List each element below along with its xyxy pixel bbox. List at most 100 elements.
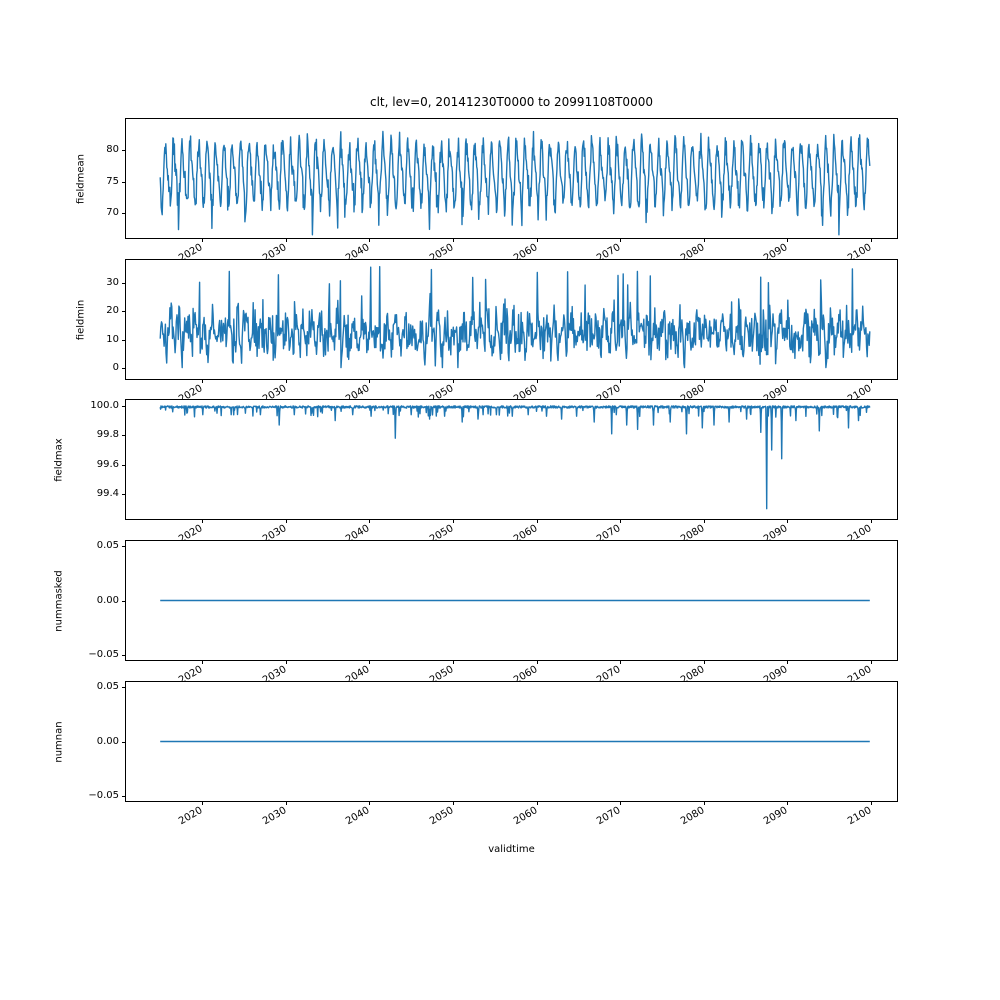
x-tick-mark xyxy=(286,801,287,805)
x-tick-label: 2020 xyxy=(176,805,205,828)
subplot-fieldmean: fieldmean 70 75 80 2020 2030 2040 2050 2060 2070 2… xyxy=(76,118,898,264)
y-tick-label: 80 xyxy=(106,144,119,155)
y-tick-mark xyxy=(122,796,126,797)
x-tick-mark xyxy=(537,660,538,664)
y-tick-label: 0.05 xyxy=(96,681,119,692)
plot-area-nummasked xyxy=(160,599,870,602)
x-tick-mark xyxy=(704,519,705,523)
x-tick-mark xyxy=(453,519,454,523)
x-tick-mark xyxy=(787,660,788,664)
x-tick-mark xyxy=(620,519,621,523)
y-tick-mark xyxy=(122,150,126,151)
x-tick-mark xyxy=(369,801,370,805)
x-tick-mark xyxy=(369,238,370,242)
subplot-fieldmax: fieldmax 99.4 99.6 99.8 100.0 2020 2030 2040 205… xyxy=(54,399,898,545)
x-tick-mark xyxy=(286,238,287,242)
x-tick-mark xyxy=(202,379,203,383)
x-tick-mark xyxy=(620,801,621,805)
x-tick-mark xyxy=(620,238,621,242)
data-line-fieldmax xyxy=(159,405,871,510)
x-tick-mark xyxy=(704,238,705,242)
x-tick-mark xyxy=(620,660,621,664)
y-tick-label: 0.00 xyxy=(96,736,119,747)
y-tick-label: −0.05 xyxy=(88,649,119,660)
y-tick-mark xyxy=(122,655,126,656)
y-tick-label: 99.8 xyxy=(96,429,119,440)
plot-area-fieldmin xyxy=(159,265,871,369)
x-tick-label: 2030 xyxy=(260,805,289,828)
plot-area-numnan xyxy=(160,740,870,743)
y-axis-label-fieldmean: fieldmean xyxy=(75,153,87,204)
x-tick-mark xyxy=(871,801,872,805)
x-tick-mark xyxy=(453,660,454,664)
y-axis-label-numnan: numnan xyxy=(53,720,65,763)
x-tick-mark xyxy=(620,379,621,383)
x-tick-mark xyxy=(369,379,370,383)
x-tick-mark xyxy=(286,379,287,383)
y-tick-label: 30 xyxy=(106,277,119,288)
y-tick-mark xyxy=(122,546,126,547)
x-tick-mark xyxy=(202,519,203,523)
x-tick-label: 2090 xyxy=(761,805,790,828)
x-tick-label: 2100 xyxy=(845,805,874,828)
x-tick-mark xyxy=(537,379,538,383)
y-tick-label: 0 xyxy=(112,362,119,373)
subplot-nummasked: nummasked −0.05 0.00 0.05 2020 2030 2040 2050 20… xyxy=(54,540,898,686)
x-tick-label: 2060 xyxy=(511,805,540,828)
y-tick-label: 75 xyxy=(106,176,119,187)
x-tick-label: 2040 xyxy=(343,805,372,828)
y-tick-label: 100.0 xyxy=(90,400,119,411)
y-tick-label: 20 xyxy=(106,305,119,316)
y-tick-mark xyxy=(122,687,126,688)
data-line-fieldmin xyxy=(159,265,871,369)
x-tick-mark xyxy=(704,801,705,805)
x-tick-mark xyxy=(537,801,538,805)
y-axis-label-nummasked: nummasked xyxy=(53,569,65,632)
x-tick-label: 2070 xyxy=(594,805,623,828)
x-tick-mark xyxy=(286,519,287,523)
y-tick-mark xyxy=(122,601,126,602)
x-tick-mark xyxy=(871,379,872,383)
subplot-fieldmin: fieldmin 0 10 20 30 2020 2030 2040 2050 2060 2070 2… xyxy=(76,259,898,405)
y-tick-mark xyxy=(122,406,126,407)
x-tick-mark xyxy=(202,660,203,664)
x-tick-mark xyxy=(453,801,454,805)
y-tick-label: 10 xyxy=(106,334,119,345)
x-tick-mark xyxy=(369,660,370,664)
y-tick-label: −0.05 xyxy=(88,790,119,801)
x-tick-mark xyxy=(286,660,287,664)
x-tick-mark xyxy=(453,379,454,383)
y-axis-label-fieldmax: fieldmax xyxy=(53,437,65,482)
y-tick-label: 99.6 xyxy=(96,459,119,470)
x-tick-mark xyxy=(537,238,538,242)
x-tick-mark xyxy=(787,519,788,523)
y-tick-label: 70 xyxy=(106,207,119,218)
x-tick-mark xyxy=(871,238,872,242)
x-tick-label: 2050 xyxy=(427,805,456,828)
x-tick-mark xyxy=(787,238,788,242)
x-tick-mark xyxy=(453,238,454,242)
y-tick-label: 99.4 xyxy=(96,488,119,499)
x-tick-mark xyxy=(787,801,788,805)
x-tick-mark xyxy=(704,660,705,664)
x-tick-mark xyxy=(202,238,203,242)
y-tick-mark xyxy=(122,742,126,743)
plot-area-fieldmax xyxy=(159,405,871,510)
y-tick-mark xyxy=(122,213,126,214)
x-tick-mark xyxy=(871,519,872,523)
x-tick-mark xyxy=(202,801,203,805)
x-tick-mark xyxy=(871,660,872,664)
y-tick-mark xyxy=(122,182,126,183)
y-tick-mark xyxy=(122,465,126,466)
y-tick-mark xyxy=(122,340,126,341)
x-tick-mark xyxy=(704,379,705,383)
y-tick-label: 0.00 xyxy=(96,595,119,606)
data-line-fieldmean xyxy=(159,130,871,236)
y-tick-label: 0.05 xyxy=(96,540,119,551)
y-tick-mark xyxy=(122,494,126,495)
x-tick-mark xyxy=(787,379,788,383)
y-tick-mark xyxy=(122,368,126,369)
subplot-numnan: numnan −0.05 0.00 0.05 2020 2030 2040 2050 2060 2… xyxy=(54,681,898,827)
y-axis-label-fieldmin: fieldmin xyxy=(75,299,87,340)
